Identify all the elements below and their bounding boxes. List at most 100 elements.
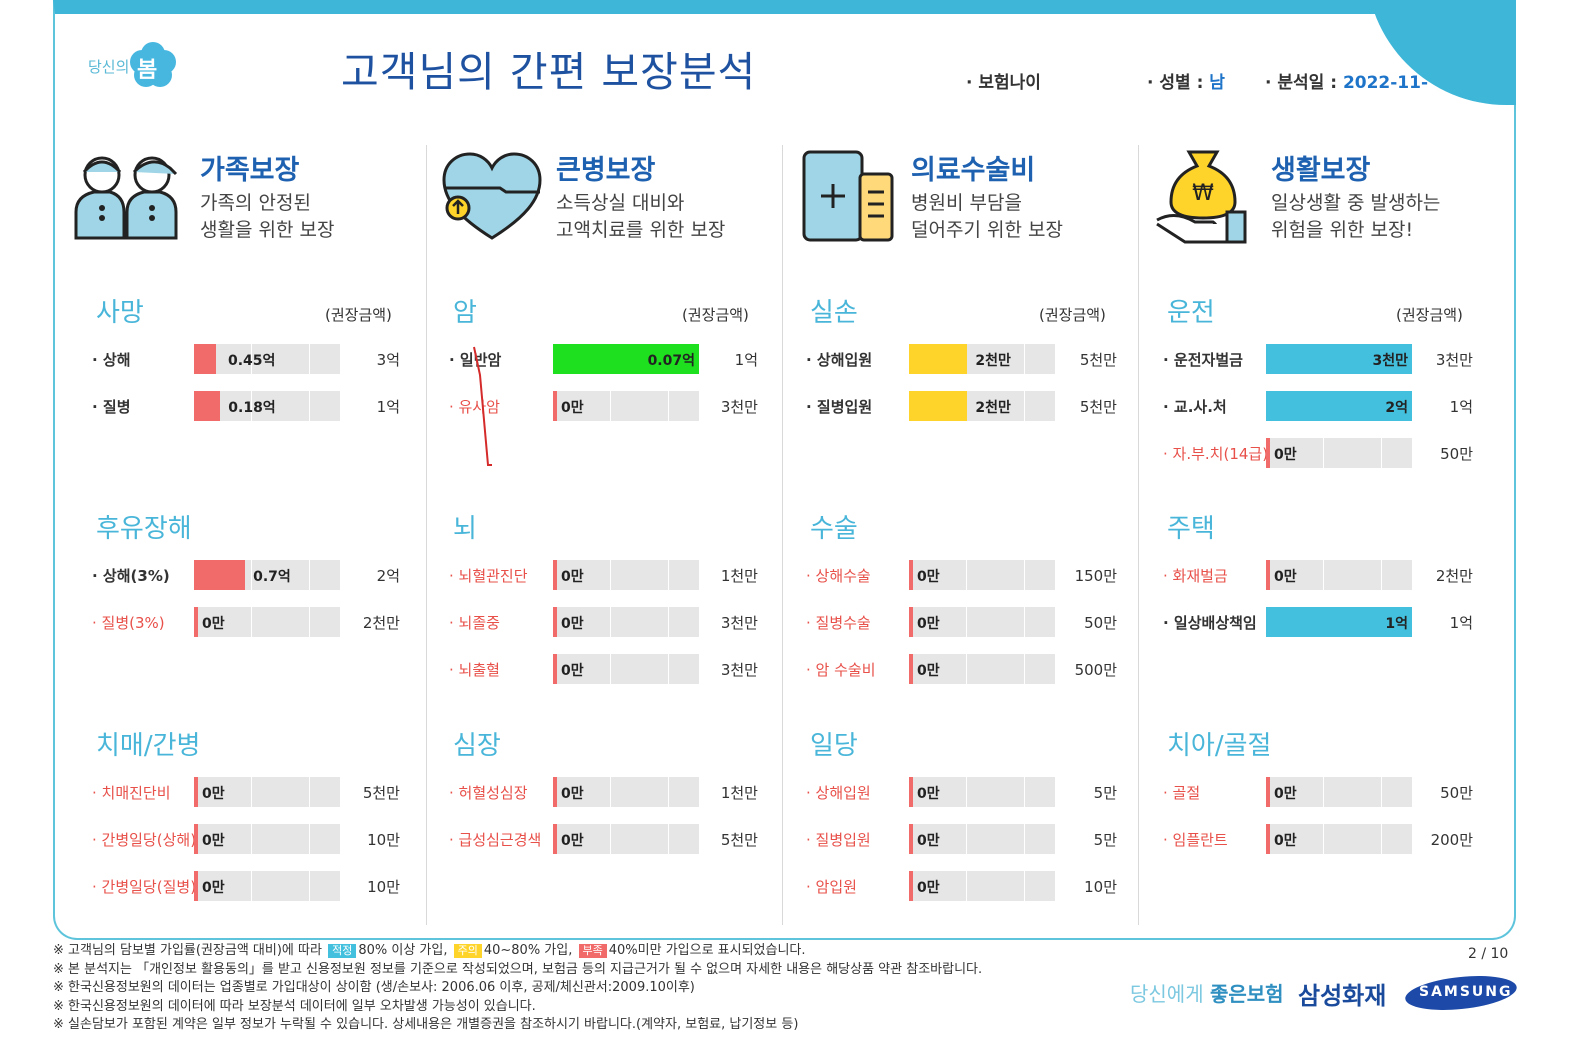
coverage-bar: 0만	[194, 824, 340, 854]
coverage-row: · 화재벌금 0만 2천만	[1163, 560, 1483, 590]
coverage-row: · 치매진단비 0만 5천만	[92, 777, 412, 807]
coverage-bar: 0.07억	[553, 344, 699, 374]
section-title: 수술	[810, 514, 858, 544]
coverage-label: · 임플란트	[1163, 831, 1228, 849]
category-title-family: 가족보장	[200, 155, 300, 186]
footnote: ※ 실손담보가 포함된 계약은 일부 정보가 누락될 수 있습니다. 상세내용은…	[53, 1017, 799, 1032]
coverage-bar: 0만	[1266, 777, 1412, 807]
coverage-label: · 질병수술	[806, 614, 871, 632]
coverage-label: · 치매진단비	[92, 784, 171, 802]
recommended-amount: 10만	[367, 878, 400, 896]
coverage-fill	[909, 391, 968, 421]
section-title: 실손	[810, 298, 858, 328]
coverage-fill	[1266, 777, 1270, 807]
recommended-amount: 150만	[1074, 567, 1117, 585]
corner-decoration	[1336, 0, 1516, 120]
coverage-value: 0.45억	[228, 353, 276, 369]
page-number: 2 / 10	[1468, 946, 1509, 962]
recommended-amount: 200만	[1430, 831, 1473, 849]
coverage-label: · 질병	[92, 398, 131, 416]
coverage-label: · 뇌출혈	[449, 661, 500, 679]
recommended-amount: 1천만	[720, 784, 758, 802]
coverage-value: 0만	[561, 616, 584, 632]
recommended-amount: 5천만	[362, 784, 400, 802]
coverage-bar: 3천만	[1266, 344, 1412, 374]
recommended-amount: 5만	[1093, 831, 1117, 849]
recommended-amount: 10만	[1084, 878, 1117, 896]
samsung-logo: SAMSUNG	[1403, 971, 1519, 1015]
footnotes: ※ 고객님의 담보별 가입률(권장금액 대비)에 따라 적정 80% 이상 가입,…	[53, 942, 982, 1035]
coverage-label: · 뇌졸중	[449, 614, 500, 632]
coverage-fill	[553, 654, 557, 684]
coverage-label: · 교.사.처	[1163, 398, 1227, 416]
column-divider	[426, 145, 427, 925]
recommended-amount: 10만	[367, 831, 400, 849]
coverage-fill	[909, 824, 913, 854]
recommended-amount: 5천만	[1079, 351, 1117, 369]
logo-text: 당신의	[88, 58, 130, 76]
coverage-row: · 임플란트 0만 200만	[1163, 824, 1483, 854]
section-title: 사망	[96, 298, 144, 328]
coverage-bar: 0.7억	[194, 560, 340, 590]
coverage-value: 0만	[202, 616, 225, 632]
coverage-bar: 0만	[909, 560, 1055, 590]
flower-icon	[130, 42, 176, 88]
column-divider	[1138, 145, 1139, 925]
coverage-fill	[194, 560, 246, 590]
money-hand-icon: ₩	[1156, 150, 1247, 244]
recommended-amount: 3천만	[720, 398, 758, 416]
recommended-amount: 3천만	[720, 614, 758, 632]
coverage-fill	[909, 607, 913, 637]
coverage-bar: 2억	[1266, 391, 1412, 421]
category-desc-major-illness: 소득상실 대비와 고액치료를 위한 보장	[556, 192, 726, 241]
coverage-fill	[194, 871, 198, 901]
coverage-fill	[553, 777, 557, 807]
coverage-row: · 교.사.처 2억 1억	[1163, 391, 1483, 421]
footnote-legend: ※ 고객님의 담보별 가입률(권장금액 대비)에 따라 적정 80% 이상 가입,…	[53, 943, 806, 958]
coverage-fill	[553, 824, 557, 854]
coverage-label: · 유사암	[449, 398, 500, 416]
coverage-label: · 상해(3%)	[92, 567, 170, 585]
recommended-amount: 5천만	[720, 831, 758, 849]
recommended-amount: 50만	[1440, 784, 1473, 802]
coverage-value: 0.07억	[647, 353, 695, 369]
recommended-amount: 2천만	[1435, 567, 1473, 585]
coverage-bar: 0만	[909, 607, 1055, 637]
coverage-label: · 간병일당(상해)	[92, 831, 197, 849]
category-desc-family: 가족의 안정된 생활을 위한 보장	[200, 192, 335, 241]
coverage-label: · 상해입원	[806, 351, 873, 369]
coverage-label: · 상해수술	[806, 567, 871, 585]
coverage-row: · 일상배상책임 1억 1억	[1163, 607, 1483, 637]
coverage-row: · 유사암 0만 3천만	[449, 391, 769, 421]
section-title: 암	[453, 298, 477, 328]
section-title: 치아/골절	[1167, 731, 1272, 761]
coverage-value: 0.18억	[228, 400, 276, 416]
coverage-row: · 상해(3%) 0.7억 2억	[92, 560, 412, 590]
medical-icon	[802, 150, 894, 242]
logo: 당신의 봄	[88, 42, 188, 92]
coverage-row: · 상해입원 2천만 5천만	[806, 344, 1126, 374]
coverage-value: 0만	[1274, 833, 1297, 849]
category-desc-life: 일상생활 중 발생하는 위험을 위한 보장!	[1271, 192, 1441, 241]
coverage-row: · 질병 0.18억 1억	[92, 391, 412, 421]
coverage-row: · 암 수술비 0만 500만	[806, 654, 1126, 684]
coverage-row: · 질병(3%) 0만 2천만	[92, 607, 412, 637]
coverage-label: · 허혈성심장	[449, 784, 528, 802]
footnote: ※ 한국신용정보원의 데이터에 따라 보장분석 데이터에 일부 오차발생 가능성…	[53, 998, 536, 1014]
coverage-row: · 운전자벌금 3천만 3천만	[1163, 344, 1483, 374]
coverage-fill	[1266, 560, 1270, 590]
category-title-medical: 의료수술비	[911, 155, 1036, 186]
coverage-value: 0만	[202, 880, 225, 896]
badge-insufficient: 부족	[578, 944, 607, 958]
coverage-fill	[909, 654, 913, 684]
section-title: 치매/간병	[96, 731, 201, 761]
coverage-bar: 0만	[1266, 560, 1412, 590]
coverage-bar: 2천만	[909, 344, 1055, 374]
coverage-label: · 골절	[1163, 784, 1201, 802]
coverage-label: · 운전자벌금	[1163, 351, 1243, 369]
coverage-label: · 암입원	[806, 878, 857, 896]
coverage-row: · 뇌혈관진단 0만 1천만	[449, 560, 769, 590]
coverage-value: 2억	[1385, 400, 1408, 416]
coverage-value: 0만	[917, 833, 940, 849]
heart-icon	[442, 152, 542, 240]
